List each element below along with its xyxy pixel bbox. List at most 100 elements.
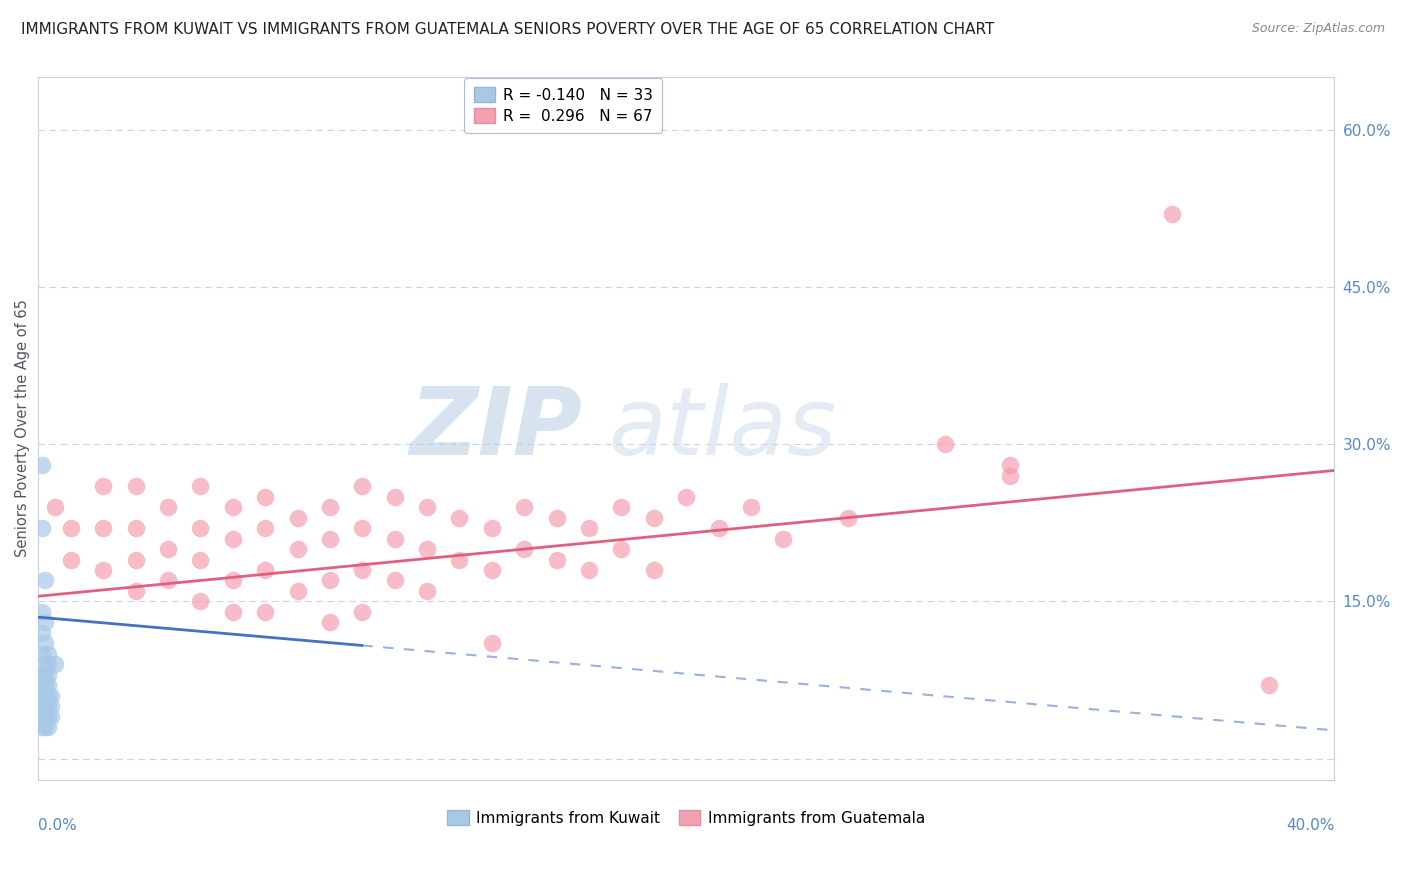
Point — [481, 521, 503, 535]
Point — [643, 563, 665, 577]
Point — [31, 647, 53, 661]
Point — [34, 668, 56, 682]
Point — [998, 468, 1021, 483]
Point — [222, 574, 245, 588]
Point — [352, 479, 374, 493]
Point — [31, 521, 53, 535]
Point — [34, 689, 56, 703]
Point — [998, 458, 1021, 473]
Point — [37, 689, 59, 703]
Point — [37, 678, 59, 692]
Point — [481, 563, 503, 577]
Point — [124, 552, 146, 566]
Point — [34, 699, 56, 714]
Point — [254, 521, 277, 535]
Text: IMMIGRANTS FROM KUWAIT VS IMMIGRANTS FROM GUATEMALA SENIORS POVERTY OVER THE AGE: IMMIGRANTS FROM KUWAIT VS IMMIGRANTS FRO… — [21, 22, 994, 37]
Point — [384, 490, 406, 504]
Point — [44, 657, 66, 672]
Point — [416, 500, 439, 515]
Text: ZIP: ZIP — [409, 383, 582, 475]
Point — [31, 626, 53, 640]
Point — [91, 479, 114, 493]
Point — [254, 605, 277, 619]
Point — [772, 532, 794, 546]
Point — [352, 605, 374, 619]
Point — [222, 500, 245, 515]
Point — [37, 720, 59, 734]
Point — [34, 615, 56, 630]
Point — [31, 668, 53, 682]
Point — [31, 458, 53, 473]
Point — [934, 437, 956, 451]
Text: Source: ZipAtlas.com: Source: ZipAtlas.com — [1251, 22, 1385, 36]
Point — [610, 542, 633, 557]
Point — [31, 689, 53, 703]
Point — [675, 490, 697, 504]
Point — [91, 521, 114, 535]
Point — [39, 699, 62, 714]
Point — [1258, 678, 1281, 692]
Point — [39, 710, 62, 724]
Point — [124, 479, 146, 493]
Point — [319, 500, 342, 515]
Text: 0.0%: 0.0% — [38, 818, 77, 833]
Point — [124, 521, 146, 535]
Point — [416, 542, 439, 557]
Point — [740, 500, 762, 515]
Point — [31, 605, 53, 619]
Point — [546, 552, 568, 566]
Point — [578, 563, 600, 577]
Point — [449, 552, 471, 566]
Point — [31, 699, 53, 714]
Point — [31, 710, 53, 724]
Point — [222, 532, 245, 546]
Point — [39, 689, 62, 703]
Text: 40.0%: 40.0% — [1286, 818, 1334, 833]
Point — [352, 521, 374, 535]
Point — [34, 720, 56, 734]
Point — [188, 594, 211, 608]
Point — [31, 720, 53, 734]
Point — [384, 574, 406, 588]
Point — [37, 699, 59, 714]
Point — [188, 552, 211, 566]
Point — [481, 636, 503, 650]
Point — [124, 584, 146, 599]
Point — [34, 574, 56, 588]
Point — [44, 500, 66, 515]
Point — [254, 490, 277, 504]
Point — [319, 574, 342, 588]
Point — [352, 563, 374, 577]
Point — [384, 532, 406, 546]
Point — [34, 710, 56, 724]
Point — [59, 552, 82, 566]
Text: atlas: atlas — [609, 383, 837, 474]
Point — [156, 542, 179, 557]
Point — [188, 521, 211, 535]
Point — [37, 668, 59, 682]
Point — [837, 510, 859, 524]
Point — [37, 647, 59, 661]
Point — [449, 510, 471, 524]
Point — [37, 657, 59, 672]
Point — [578, 521, 600, 535]
Point — [222, 605, 245, 619]
Point — [37, 710, 59, 724]
Point — [610, 500, 633, 515]
Y-axis label: Seniors Poverty Over the Age of 65: Seniors Poverty Over the Age of 65 — [15, 300, 30, 558]
Point — [31, 678, 53, 692]
Point — [156, 574, 179, 588]
Point — [319, 532, 342, 546]
Point — [287, 510, 309, 524]
Point — [319, 615, 342, 630]
Point — [34, 678, 56, 692]
Point — [59, 521, 82, 535]
Point — [188, 479, 211, 493]
Point — [546, 510, 568, 524]
Legend: Immigrants from Kuwait, Immigrants from Guatemala: Immigrants from Kuwait, Immigrants from … — [441, 804, 931, 831]
Point — [34, 636, 56, 650]
Point — [1161, 207, 1184, 221]
Point — [254, 563, 277, 577]
Point — [707, 521, 730, 535]
Point — [287, 542, 309, 557]
